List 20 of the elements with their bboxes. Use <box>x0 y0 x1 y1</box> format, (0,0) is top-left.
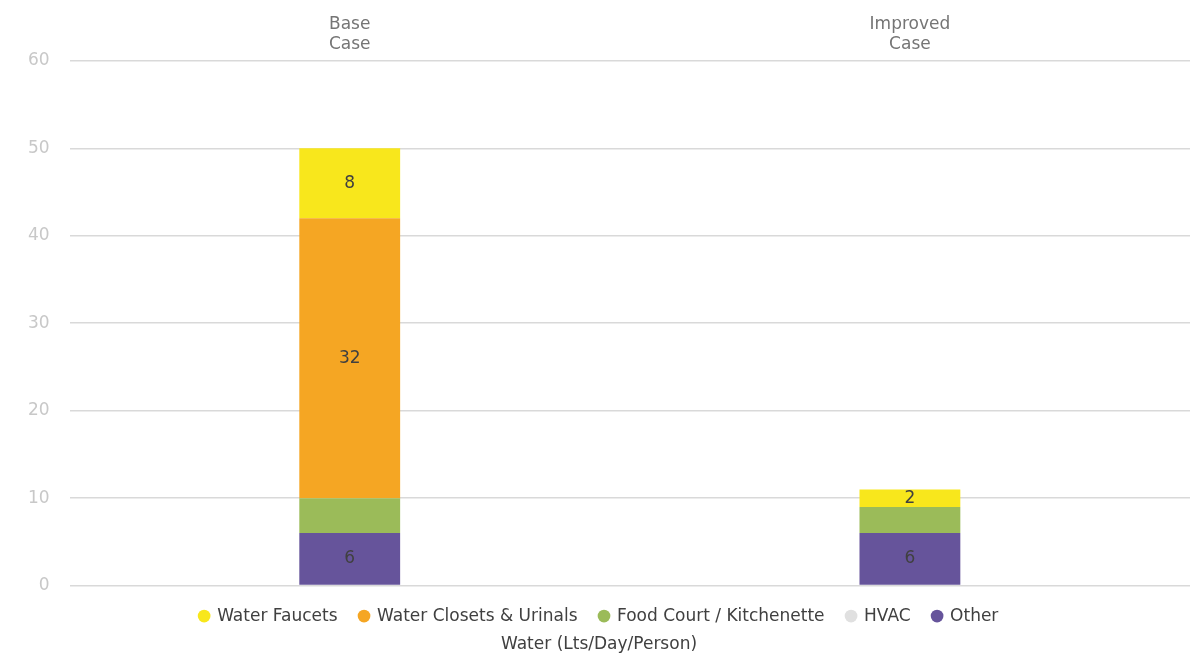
data-label: 32 <box>338 346 361 367</box>
legend-label: Water Faucets <box>217 604 338 625</box>
bar <box>299 218 401 499</box>
x-tick-label: Improved Case <box>869 12 951 54</box>
legend-label: Water Closets & Urinals <box>377 604 578 625</box>
bar <box>859 489 961 507</box>
bar <box>859 506 961 534</box>
legend-label: Other <box>950 604 999 625</box>
legend-label: Food Court / Kitchenette <box>617 604 825 625</box>
data-label: 6 <box>904 547 916 568</box>
data-label: 2 <box>904 486 916 507</box>
bar <box>299 498 401 534</box>
bar <box>859 533 961 585</box>
bar <box>299 533 401 585</box>
legend-label: HVAC <box>864 604 911 625</box>
bar <box>299 148 401 219</box>
x-tick-label: Base Case <box>328 12 371 54</box>
data-label: 6 <box>344 547 356 568</box>
x-axis-title: Water (Lts/Day/Person) <box>500 633 698 654</box>
data-label: 8 <box>344 171 356 192</box>
